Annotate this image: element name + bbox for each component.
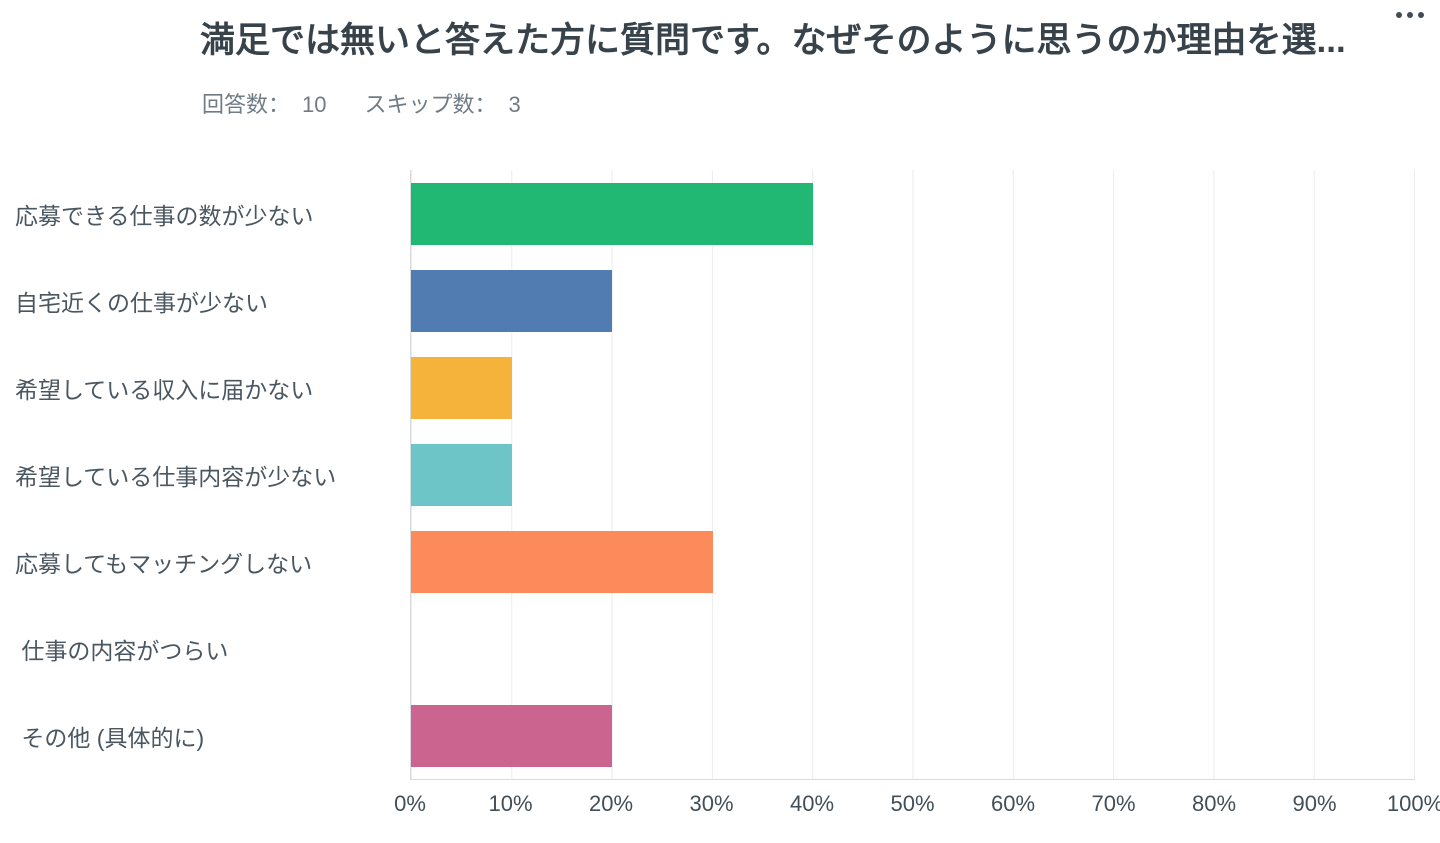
bar (411, 705, 612, 768)
ellipsis-dot-icon (1396, 12, 1402, 18)
category-label: 仕事の内容がつらい (15, 638, 229, 665)
chart-row: 自宅近くの仕事が少ない (0, 257, 1440, 344)
x-tick-label: 60% (990, 791, 1036, 816)
skipped-stat: スキップ数： 3 (365, 87, 521, 119)
x-tick-label: 0% (394, 791, 426, 816)
category-label: 希望している収入に届かない (15, 376, 314, 403)
bar-track (410, 693, 1415, 780)
chart-row: 応募してもマッチングしない (0, 519, 1440, 606)
x-tick-label: 80% (1191, 791, 1237, 816)
bar-track (410, 519, 1415, 606)
ellipsis-dot-icon (1418, 12, 1424, 18)
more-options-button[interactable] (1390, 2, 1430, 28)
x-tick-label: 70% (1091, 791, 1136, 816)
bar-track (410, 344, 1415, 431)
chart-row: 応募できる仕事の数が少ない (0, 170, 1440, 257)
category-label: 応募できる仕事の数が少ない (15, 202, 314, 229)
horizontal-bar-chart: 応募できる仕事の数が少ない 自宅近くの仕事が少ない 希望している収入に届かない … (0, 170, 1440, 780)
x-tick-label: 30% (689, 791, 734, 816)
x-axis: 0% 10% 20% 30% 40% 50% 60% 70% 80% 90% 100% (394, 791, 1440, 821)
x-tick-label: 50% (890, 791, 935, 816)
bar (411, 443, 512, 506)
answered-stat: 回答数： 10 (202, 87, 327, 119)
category-label: 自宅近くの仕事が少ない (15, 289, 268, 316)
chart-row: 希望している仕事内容が少ない (0, 431, 1440, 518)
answered-label: 回答数： (202, 92, 291, 117)
bar-track (410, 170, 1415, 257)
category-label: 希望している仕事内容が少ない (15, 463, 337, 490)
x-tick-label: 40% (789, 791, 835, 816)
question-title: 満足では無いと答えた方に質問です。なぜそのように思うのか理由を選... (200, 21, 1346, 60)
category-label: その他 (具体的に) (15, 725, 205, 752)
chart-row: 希望している収入に届かない (0, 344, 1440, 431)
bar (411, 182, 813, 245)
chart-row: 仕事の内容がつらい (0, 606, 1440, 693)
chart-row: その他 (具体的に) (0, 693, 1440, 780)
ellipsis-dot-icon (1407, 12, 1413, 18)
bar-track (410, 606, 1415, 693)
response-stats: 回答数： 10 スキップ数： 3 (202, 87, 521, 119)
answered-value: 10 (302, 92, 327, 117)
skipped-value: 3 (508, 92, 521, 117)
x-tick-label: 10% (488, 791, 533, 816)
chart-rows: 応募できる仕事の数が少ない 自宅近くの仕事が少ない 希望している収入に届かない … (0, 170, 1440, 780)
bar-track (410, 257, 1415, 344)
bar (411, 269, 612, 332)
category-label: 応募してもマッチングしない (15, 551, 313, 578)
bar (411, 356, 512, 419)
x-tick-label: 20% (588, 791, 634, 816)
skipped-label: スキップ数： (364, 92, 497, 117)
bar (411, 531, 713, 594)
bar-track (410, 431, 1415, 518)
x-tick-label: 90% (1292, 791, 1337, 816)
x-tick-label: 100% (1386, 791, 1440, 816)
